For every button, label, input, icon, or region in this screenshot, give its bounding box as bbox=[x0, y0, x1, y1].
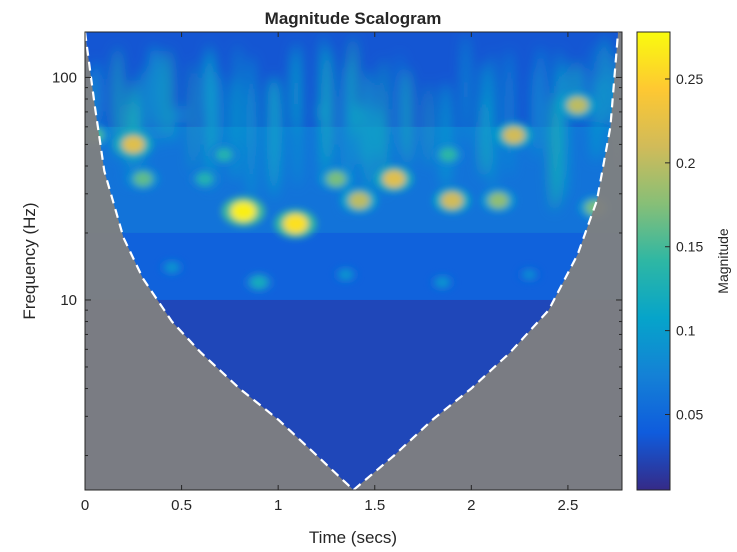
x-tick-label: 1.5 bbox=[364, 497, 385, 514]
colorbar-tick-label: 0.05 bbox=[676, 407, 703, 423]
texture-streak bbox=[488, 52, 497, 193]
x-axis: 0 0.5 1 1.5 2 2.5 bbox=[81, 32, 578, 514]
colorbar-tick-label: 0.2 bbox=[676, 155, 696, 171]
y-axis-label: Frequency (Hz) bbox=[20, 202, 39, 319]
texture-streak bbox=[402, 68, 413, 166]
hotspot bbox=[441, 191, 463, 210]
hotspot bbox=[215, 147, 233, 162]
texture-streak bbox=[478, 61, 490, 153]
hotspot bbox=[503, 126, 525, 144]
hotspot bbox=[522, 269, 537, 281]
hotspot bbox=[382, 170, 406, 188]
hotspot bbox=[439, 147, 457, 162]
x-axis-label: Time (secs) bbox=[309, 528, 397, 547]
colorbar-tick-label: 0.25 bbox=[676, 71, 703, 87]
x-tick-label: 0 bbox=[81, 497, 89, 514]
hotspot bbox=[133, 171, 153, 187]
cone-of-influence-shade bbox=[85, 32, 622, 490]
texture-streak bbox=[150, 48, 164, 148]
chart-title: Magnitude Scalogram bbox=[265, 9, 442, 28]
y-tick-label: 100 bbox=[52, 69, 77, 86]
texture-streak bbox=[316, 102, 327, 121]
plot-frame bbox=[84, 31, 623, 491]
cone-of-influence-line bbox=[85, 32, 620, 490]
hotspot bbox=[283, 213, 308, 234]
hotspot bbox=[435, 276, 450, 289]
texture-streak bbox=[461, 34, 471, 146]
texture-streak bbox=[215, 71, 224, 154]
texture-streak bbox=[245, 55, 257, 203]
texture-streak bbox=[170, 111, 177, 145]
hotspot bbox=[250, 275, 267, 289]
texture-streak bbox=[320, 47, 335, 170]
texture-streak bbox=[201, 54, 216, 127]
hotspot bbox=[488, 192, 509, 209]
hotspot bbox=[196, 172, 214, 186]
colorbar bbox=[636, 31, 671, 491]
texture-streak bbox=[162, 49, 174, 139]
hotspot bbox=[164, 261, 180, 274]
x-tick-label: 2 bbox=[467, 497, 475, 514]
texture-streak bbox=[438, 82, 453, 189]
colorbar-tick-label: 0.1 bbox=[676, 323, 696, 339]
y-tick-label: 10 bbox=[60, 292, 77, 309]
texture-streak bbox=[112, 47, 123, 159]
texture-streak bbox=[362, 70, 376, 195]
x-tick-label: 0.5 bbox=[171, 497, 192, 514]
hotspot bbox=[326, 171, 346, 187]
x-tick-label: 1 bbox=[274, 497, 282, 514]
hotspot bbox=[122, 135, 145, 154]
y-axis: 10 100 bbox=[52, 69, 622, 457]
hotspot bbox=[338, 268, 353, 281]
texture-streak bbox=[357, 107, 365, 165]
hotspot bbox=[567, 96, 589, 114]
texture-streak bbox=[228, 76, 241, 181]
texture-streak bbox=[371, 105, 379, 158]
texture-streak bbox=[189, 61, 196, 172]
colorbar-tick-label: 0.15 bbox=[676, 239, 703, 255]
texture-streak bbox=[533, 46, 548, 149]
texture-streak bbox=[548, 93, 561, 211]
texture-streak bbox=[292, 41, 302, 188]
colorbar-label: Magnitude bbox=[715, 228, 731, 294]
texture-streak bbox=[379, 58, 389, 194]
hotspot bbox=[230, 201, 256, 222]
texture-streak bbox=[267, 76, 281, 121]
texture-streak bbox=[503, 49, 515, 177]
texture-streak bbox=[172, 105, 187, 123]
colorbar-axis: 0.05 0.1 0.15 0.2 0.25 bbox=[665, 71, 703, 423]
texture-streak bbox=[396, 52, 404, 156]
texture-streak bbox=[599, 36, 611, 128]
hotspot bbox=[348, 192, 370, 209]
texture-streak bbox=[424, 83, 432, 168]
x-tick-label: 2.5 bbox=[557, 497, 578, 514]
